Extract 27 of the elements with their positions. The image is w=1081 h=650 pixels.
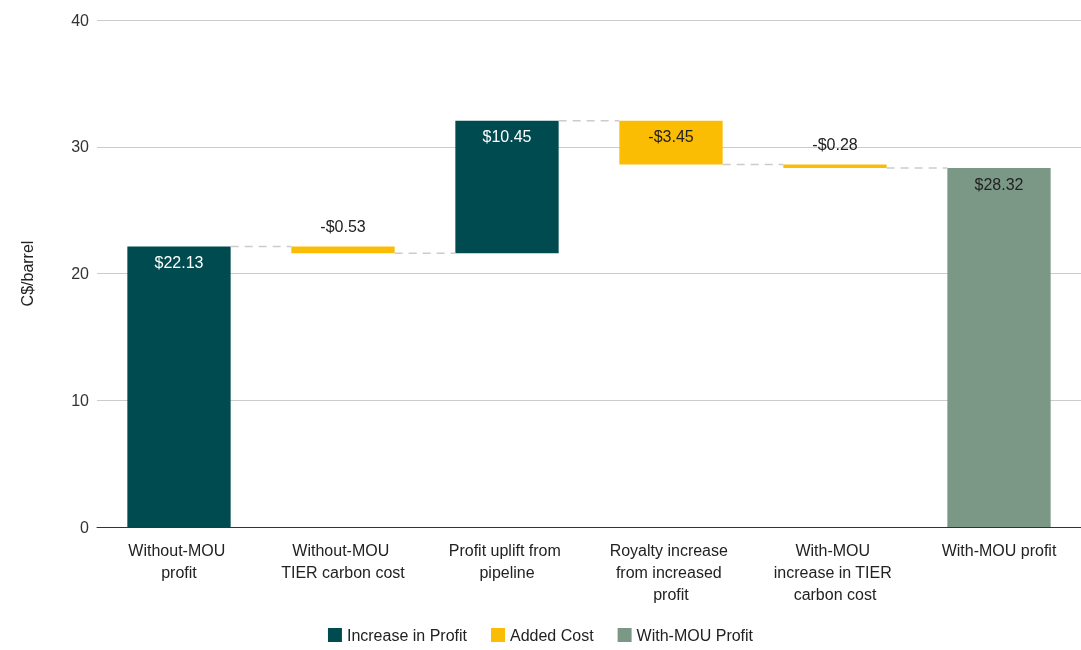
bar — [455, 120, 559, 254]
y-tick-label: 20 — [71, 265, 90, 282]
legend-label: With-MOU Profit — [636, 626, 754, 644]
bar — [619, 120, 723, 165]
data-label: $10.45 — [482, 128, 532, 146]
bar — [127, 246, 231, 527]
legend-label: Added Cost — [510, 626, 595, 644]
data-label: $28.32 — [974, 175, 1024, 193]
data-label: $22.13 — [154, 254, 204, 271]
x-tick-label: Without-MOU profit — [128, 541, 230, 581]
x-tick-label: With-MOU increase in TIER carbon cost — [773, 541, 897, 603]
bar — [783, 164, 887, 169]
x-tick-label: With-MOU profit — [941, 541, 1057, 559]
x-tick-label: Royalty increase from increased profit — [609, 541, 733, 603]
data-label: -$0.53 — [320, 218, 366, 235]
bar — [947, 168, 1051, 527]
y-axis-title: C$/barrel — [18, 240, 36, 307]
x-tick-label: Profit uplift from pipeline — [448, 541, 566, 581]
y-tick-label: 30 — [71, 138, 90, 156]
data-label: -$0.28 — [812, 135, 858, 153]
legend-label: Increase in Profit — [346, 626, 468, 644]
x-tick-label: Without-MOU TIER carbon cost — [281, 541, 406, 581]
y-tick-label: 10 — [71, 391, 90, 409]
data-label: -$3.45 — [648, 128, 694, 146]
y-tick-label: 0 — [80, 518, 90, 536]
y-tick-label: 40 — [71, 11, 90, 29]
bar — [291, 246, 395, 254]
